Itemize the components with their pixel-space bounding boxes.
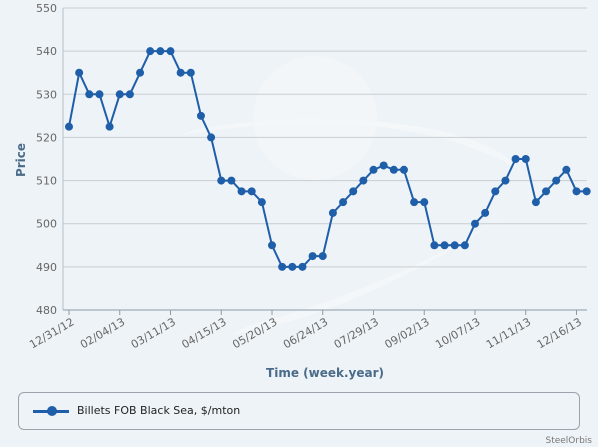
data-point — [339, 198, 348, 207]
data-point — [115, 90, 124, 99]
data-point — [217, 176, 226, 185]
data-point — [146, 47, 155, 56]
data-point — [176, 68, 185, 77]
data-point — [501, 176, 510, 185]
data-point — [471, 219, 479, 228]
series-points — [65, 47, 591, 271]
data-point — [481, 208, 490, 217]
x-tick-label: 10/07/13 — [433, 315, 482, 351]
legend-series-label: Billets FOB Black Sea, $/mton — [77, 404, 241, 417]
y-tick-label: 490 — [36, 261, 57, 274]
data-point — [308, 252, 317, 261]
legend: Billets FOB Black Sea, $/mton — [18, 392, 580, 430]
data-point — [572, 187, 581, 196]
data-point — [359, 176, 368, 185]
series-polyline — [68, 50, 587, 268]
data-point — [298, 262, 307, 271]
data-point — [460, 241, 469, 250]
series-line — [68, 50, 587, 268]
data-point — [491, 187, 500, 196]
data-point — [166, 47, 175, 56]
data-point — [136, 68, 145, 77]
data-point — [410, 198, 419, 207]
data-point — [318, 252, 327, 261]
data-point — [125, 90, 134, 99]
x-tick-label: 03/11/13 — [129, 315, 178, 351]
data-point — [207, 133, 216, 142]
data-point — [389, 165, 398, 174]
data-point — [95, 90, 104, 99]
data-point — [156, 47, 165, 56]
data-point — [450, 241, 459, 250]
data-point — [75, 68, 84, 77]
data-point — [531, 198, 540, 207]
data-point — [521, 155, 530, 163]
y-tick-label: 540 — [36, 45, 57, 58]
data-point — [278, 262, 287, 271]
data-point — [105, 122, 114, 131]
data-point — [196, 111, 205, 120]
x-tick-label: 04/15/13 — [179, 315, 228, 351]
y-tick-label: 500 — [36, 218, 57, 231]
x-tick-label: 07/29/13 — [332, 315, 381, 351]
y-axis-ticks: 480 490 500 510 520 530 540 550 — [36, 2, 57, 317]
data-point — [227, 176, 236, 185]
data-point — [430, 241, 439, 250]
x-tick-label: 02/04/13 — [78, 315, 127, 351]
y-tick-label: 520 — [36, 131, 57, 144]
credit-text: SteelOrbis — [545, 436, 592, 446]
y-tick-label: 480 — [36, 304, 57, 317]
data-point — [582, 187, 591, 196]
data-point — [247, 187, 256, 196]
x-tick-label: 12/31/12 — [27, 315, 76, 351]
data-point — [511, 155, 520, 163]
data-point — [257, 198, 266, 207]
data-point — [268, 241, 276, 250]
y-tick-label: 530 — [36, 88, 57, 101]
data-point — [440, 241, 449, 250]
data-point — [399, 165, 408, 174]
data-point — [288, 262, 297, 271]
legend-series-marker — [47, 406, 57, 416]
x-tick-label: 09/02/13 — [382, 315, 431, 351]
y-tick-label: 550 — [36, 2, 57, 15]
x-tick-label: 12/16/13 — [535, 315, 584, 351]
data-point — [420, 198, 429, 207]
data-point — [85, 90, 94, 99]
x-tick-label: 11/11/13 — [484, 315, 533, 351]
data-point — [562, 165, 571, 174]
data-point — [369, 165, 378, 174]
data-point — [65, 122, 73, 131]
data-point — [552, 176, 561, 185]
data-point — [349, 187, 358, 196]
data-point — [186, 68, 195, 77]
y-tick-label: 510 — [36, 175, 57, 188]
x-axis-title: Time (week.year) — [266, 366, 384, 380]
watermark-logo — [180, 56, 540, 335]
data-point — [542, 187, 551, 196]
data-point — [379, 161, 388, 170]
data-point — [328, 208, 337, 217]
data-point — [237, 187, 246, 196]
y-axis-title: Price — [14, 143, 28, 177]
